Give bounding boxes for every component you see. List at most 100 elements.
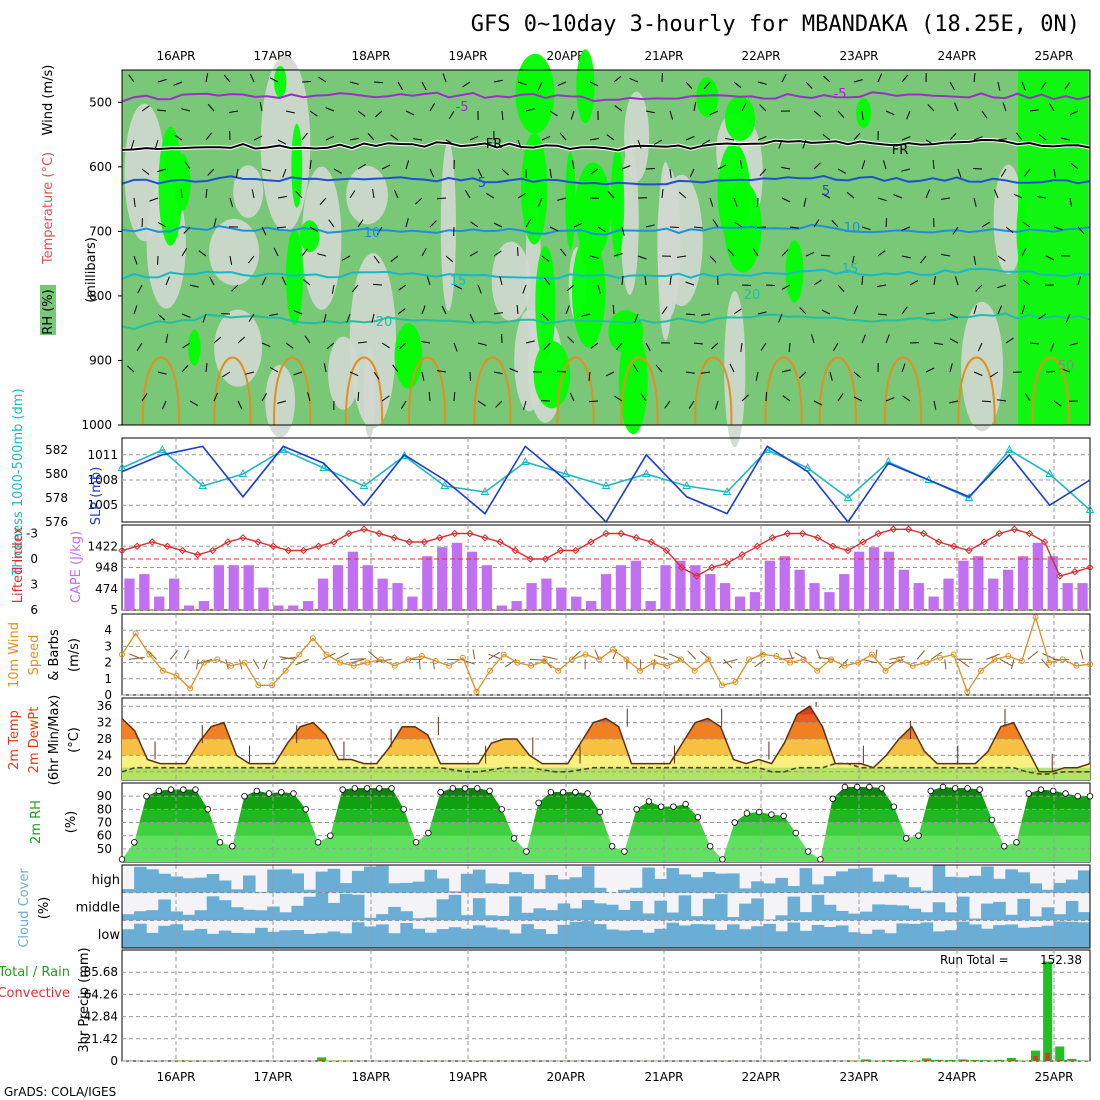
cloud-bar	[424, 869, 438, 893]
cloud-bar	[436, 929, 450, 948]
cloud-bar	[678, 925, 692, 948]
cloud-bar	[678, 895, 692, 921]
wind-speed-marker	[1046, 659, 1053, 666]
cloud-bar	[848, 913, 861, 921]
cape-bar	[362, 565, 373, 610]
cloud-bar	[533, 908, 546, 921]
rh-moist-patch	[576, 49, 595, 124]
cloud-bar	[969, 924, 982, 948]
rh2m-marker	[976, 786, 983, 793]
wind-barb	[400, 400, 407, 409]
cloud-bar	[1005, 924, 1018, 948]
wind-barb	[597, 226, 606, 233]
wind-barb-10m	[336, 652, 349, 660]
lifted-index-marker	[481, 534, 489, 542]
wind-barb	[525, 219, 532, 228]
lifted-index-marker	[798, 529, 807, 538]
wind-barb	[133, 305, 138, 315]
wind-speed-marker	[1059, 656, 1066, 663]
cape-bar	[466, 551, 478, 610]
cloud-bar	[364, 917, 377, 921]
isotherm-25-loop	[408, 356, 447, 426]
wind-barb	[141, 217, 143, 228]
wind-barb	[589, 137, 599, 141]
lifted-index-marker	[753, 542, 761, 550]
wind-barb	[149, 197, 159, 202]
wind-barb	[325, 107, 335, 112]
cloud-bar	[581, 921, 595, 948]
cloud-bar	[654, 878, 667, 893]
cloud-bar	[848, 932, 861, 948]
rh-moist-patch	[394, 323, 423, 389]
wind-barb	[781, 284, 791, 290]
rh2m-marker	[927, 787, 934, 795]
cloud-bar	[351, 870, 365, 893]
wind-barb	[183, 226, 191, 234]
bottom-date-label: 21APR	[644, 1070, 683, 1084]
wind-barb	[645, 224, 655, 228]
wind-barb	[669, 226, 680, 228]
lifted-index-marker	[556, 546, 565, 555]
wind-barb-10m	[875, 649, 878, 660]
cape-bar	[243, 565, 254, 610]
cloud-bar	[690, 924, 704, 948]
cloud-bar	[376, 924, 389, 948]
thickness-tick-label: 580	[45, 467, 68, 481]
wind-tick-label: 0	[104, 688, 112, 702]
wind-speed-marker	[269, 682, 275, 689]
wind-speed-marker	[828, 656, 834, 663]
wind-barb	[765, 284, 776, 286]
cloud-bar	[690, 916, 704, 921]
cloud-bar	[630, 929, 643, 948]
wind-barb	[381, 164, 391, 170]
wind-barb	[588, 400, 599, 403]
bottom-date-label: 23APR	[839, 1070, 878, 1084]
wind-barb-10m	[295, 658, 309, 666]
rh2m-marker	[841, 783, 849, 791]
precip-tick-label: 64.26	[84, 987, 118, 1001]
thickness-tick-label: 578	[45, 491, 68, 505]
cape-bar	[839, 574, 850, 610]
wind-barb	[901, 226, 911, 231]
contour-label: 50	[1058, 359, 1075, 374]
wind-barb	[811, 334, 815, 344]
cloud-bar	[243, 909, 256, 921]
thickness-line-marker	[1085, 504, 1095, 513]
cloud-bar	[460, 915, 474, 921]
wind-barb-10m	[1042, 653, 1056, 660]
rh-dry-patch	[724, 290, 746, 448]
cloud-bar	[412, 881, 425, 893]
rh2m-marker	[633, 806, 640, 813]
cloud-bar	[400, 882, 413, 893]
wind-barb	[309, 160, 312, 170]
wind-barb	[405, 218, 409, 228]
wind-speed-marker	[773, 653, 780, 660]
wind-barb	[549, 168, 552, 178]
wind-barb	[725, 137, 735, 141]
wind-barb	[710, 342, 719, 350]
wind-barb	[346, 313, 351, 323]
wind-barb	[1013, 193, 1023, 199]
pressure-tick-label: 700	[89, 224, 112, 238]
lifted-index-marker	[269, 542, 277, 550]
wind-barb	[1069, 197, 1072, 207]
wind-barb	[1053, 168, 1056, 178]
wind-barb	[499, 276, 503, 286]
cloud-bar	[485, 915, 498, 921]
rh2m-marker	[118, 856, 126, 863]
wind-speed-marker	[909, 662, 916, 669]
wind-barb	[1029, 109, 1039, 112]
wind-barb	[1050, 342, 1055, 352]
cloud-bar	[170, 924, 183, 948]
cape-tick-label: 948	[95, 561, 118, 575]
cloud-bar	[896, 905, 909, 921]
bottom-date-label: 22APR	[741, 1070, 780, 1084]
rh-dry-patch	[440, 141, 456, 312]
wind-barb	[273, 247, 279, 257]
cape-bar	[556, 587, 567, 610]
wind-speed-marker	[350, 662, 357, 669]
wind-barb	[781, 166, 791, 170]
cloud-bar	[255, 891, 268, 893]
cloud-bar	[243, 933, 256, 948]
wind-barb-10m	[986, 653, 1000, 660]
